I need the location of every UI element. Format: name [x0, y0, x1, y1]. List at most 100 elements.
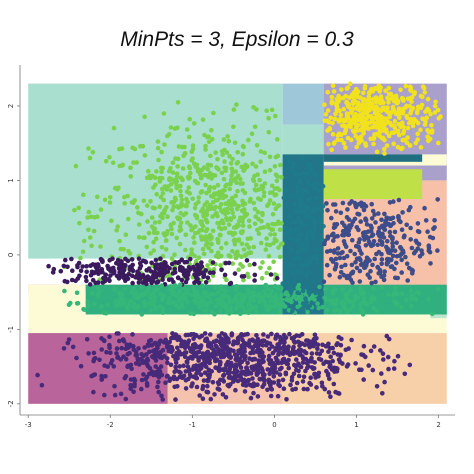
data-point: [321, 361, 326, 367]
data-point: [245, 360, 250, 366]
data-point: [364, 111, 370, 116]
data-point: [203, 147, 208, 152]
data-point: [271, 361, 276, 366]
data-point: [284, 203, 290, 208]
data-point: [415, 104, 421, 110]
data-point: [424, 115, 430, 120]
data-point: [173, 397, 178, 402]
data-point: [366, 363, 372, 368]
data-point: [268, 232, 273, 237]
data-point: [116, 185, 121, 191]
data-point: [242, 294, 248, 300]
data-point: [304, 247, 309, 253]
data-point: [361, 127, 367, 132]
data-point: [107, 345, 112, 351]
data-point: [402, 371, 408, 377]
data-point: [77, 273, 82, 279]
data-point: [376, 123, 381, 128]
data-point: [368, 229, 374, 234]
data-point: [287, 235, 293, 241]
data-point: [425, 229, 430, 234]
data-point: [123, 232, 129, 237]
data-point: [207, 186, 212, 192]
data-point: [290, 387, 295, 392]
data-point: [261, 193, 267, 199]
data-point: [372, 132, 377, 137]
data-point: [212, 206, 217, 212]
data-point: [390, 244, 396, 249]
data-point: [233, 287, 238, 293]
data-point: [174, 171, 180, 177]
data-point: [303, 302, 308, 308]
data-point: [312, 340, 318, 345]
data-point: [145, 219, 150, 224]
data-point: [103, 159, 109, 164]
data-point: [159, 169, 164, 175]
data-point: [191, 121, 197, 126]
data-point: [147, 349, 152, 355]
data-point: [158, 271, 164, 277]
data-point: [330, 120, 335, 126]
data-point: [111, 364, 117, 369]
data-point: [229, 195, 235, 201]
data-point: [298, 219, 303, 225]
data-point: [354, 265, 360, 271]
data-point: [390, 253, 396, 259]
data-point: [408, 225, 413, 231]
data-point: [252, 261, 257, 267]
data-point: [164, 238, 169, 243]
data-point: [151, 273, 157, 279]
data-point: [196, 355, 201, 361]
data-point: [376, 249, 382, 255]
data-point: [119, 259, 124, 264]
x-tick-label: -2: [107, 421, 114, 429]
data-point: [348, 107, 354, 112]
data-point: [180, 166, 186, 171]
data-point: [205, 356, 210, 361]
data-point: [199, 167, 205, 173]
data-point: [409, 303, 414, 309]
data-point: [264, 308, 270, 313]
data-point: [247, 224, 252, 229]
data-point: [176, 298, 182, 303]
data-point: [215, 156, 220, 162]
data-point: [268, 304, 274, 310]
data-point: [248, 296, 253, 301]
data-point: [121, 262, 126, 268]
data-point: [192, 272, 197, 277]
data-point: [203, 242, 209, 248]
data-point: [89, 243, 94, 249]
data-point: [91, 358, 96, 364]
data-point: [321, 224, 326, 229]
data-point: [319, 380, 325, 386]
data-point: [304, 213, 310, 218]
data-point: [321, 279, 327, 285]
data-point: [220, 152, 225, 157]
data-point: [195, 166, 201, 172]
data-point: [385, 238, 390, 244]
data-point: [373, 220, 378, 225]
data-point: [419, 251, 425, 257]
data-point: [339, 132, 344, 137]
data-point: [189, 158, 194, 163]
data-point: [151, 239, 156, 245]
data-point: [219, 343, 225, 349]
data-point: [274, 178, 280, 184]
data-point: [114, 346, 120, 351]
data-point: [125, 345, 131, 351]
data-point: [251, 356, 257, 362]
data-point: [387, 216, 392, 221]
data-point: [241, 144, 246, 150]
data-point: [348, 287, 353, 293]
data-point: [345, 309, 350, 315]
data-point: [211, 292, 217, 297]
data-point: [331, 381, 337, 387]
data-point: [199, 333, 205, 339]
data-point: [266, 115, 271, 121]
data-point: [73, 278, 78, 284]
data-point: [46, 263, 51, 269]
data-point: [117, 146, 122, 152]
data-point: [263, 247, 269, 252]
data-point: [108, 273, 113, 278]
